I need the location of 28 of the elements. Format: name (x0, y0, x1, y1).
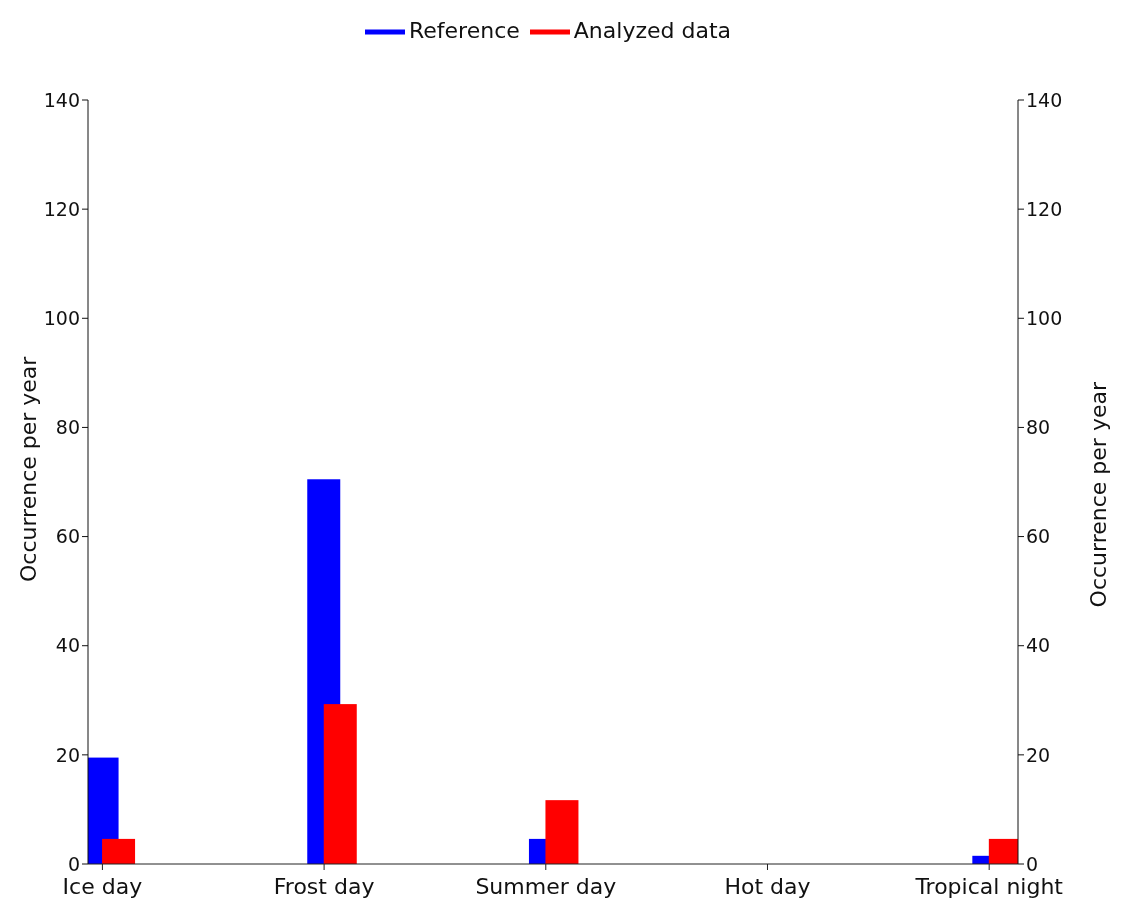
legend-label: Reference (409, 18, 520, 43)
y2-tick-label: 140 (1026, 88, 1063, 111)
x-tick-label: Ice day (62, 873, 143, 899)
y-tick-label: 120 (43, 197, 80, 220)
legend-label: Analyzed data (573, 18, 731, 43)
y-tick-label: 60 (55, 525, 80, 548)
x-tick-label: Frost day (273, 873, 375, 899)
y-tick-label: 100 (43, 307, 80, 330)
y2-tick-label: 0 (1026, 852, 1039, 875)
y-axis-title: Occurrence per year (15, 355, 41, 582)
bar (545, 800, 579, 864)
y2-tick-label: 40 (1026, 634, 1051, 657)
y2-tick-label: 120 (1026, 197, 1063, 220)
x-tick-label: Hot day (724, 873, 811, 899)
y2-tick-label: 100 (1026, 307, 1063, 330)
y2-tick-label: 20 (1026, 743, 1051, 766)
x-tick-label: Tropical night (914, 873, 1064, 899)
y2-tick-label: 60 (1026, 525, 1051, 548)
x-tick-label: Summer day (475, 873, 617, 899)
y-tick-label: 80 (55, 416, 80, 439)
y-tick-label: 20 (55, 743, 80, 766)
y2-axis-title: Occurrence per year (1085, 381, 1111, 608)
y-tick-label: 0 (67, 852, 80, 875)
y-tick-label: 40 (55, 634, 80, 657)
y2-tick-label: 80 (1026, 416, 1051, 439)
bar (102, 838, 136, 864)
bar (323, 704, 357, 864)
y-tick-label: 140 (43, 88, 80, 111)
